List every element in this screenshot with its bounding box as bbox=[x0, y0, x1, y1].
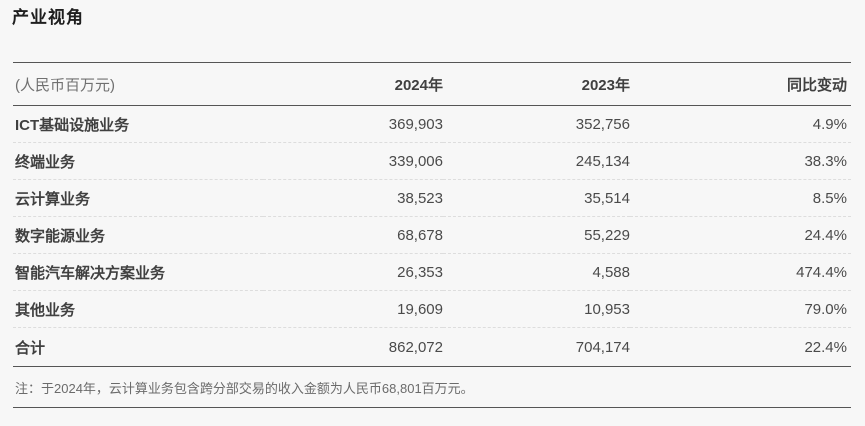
value-yoy: 79.0% bbox=[630, 290, 851, 328]
table-row-others: 其他业务 19,609 10,953 79.0% bbox=[13, 290, 851, 328]
segment-label: 云计算业务 bbox=[13, 179, 263, 217]
value-2024: 38,523 bbox=[263, 179, 443, 217]
page-title: 产业视角 bbox=[12, 8, 84, 27]
value-2023: 10,953 bbox=[443, 290, 630, 328]
table-row-total: 合计 862,072 704,174 22.4% bbox=[13, 327, 851, 367]
value-2023: 352,756 bbox=[443, 105, 630, 143]
segment-label: ICT基础设施业务 bbox=[13, 105, 263, 143]
footnote-text: 注：于2024年，云计算业务包含跨分部交易的收入金额为人民币68,801百万元。 bbox=[13, 366, 851, 408]
value-2024: 19,609 bbox=[263, 290, 443, 328]
table-row-digital-power: 数字能源业务 68,678 55,229 24.4% bbox=[13, 216, 851, 254]
segment-label: 数字能源业务 bbox=[13, 216, 263, 254]
value-yoy: 8.5% bbox=[630, 179, 851, 217]
header-row: (人民币百万元) 2024年 2023年 同比变动 bbox=[13, 62, 851, 106]
table-row-cloud: 云计算业务 38,523 35,514 8.5% bbox=[13, 179, 851, 217]
value-2024: 369,903 bbox=[263, 105, 443, 143]
table-header: (人民币百万元) 2024年 2023年 同比变动 bbox=[13, 62, 851, 106]
value-2024: 339,006 bbox=[263, 142, 443, 180]
value-2023: 55,229 bbox=[443, 216, 630, 254]
unit-label: (人民币百万元) bbox=[13, 62, 263, 106]
column-header-2023: 2023年 bbox=[443, 62, 630, 106]
column-header-yoy: 同比变动 bbox=[630, 62, 851, 106]
total-2024: 862,072 bbox=[263, 327, 443, 367]
value-2023: 4,588 bbox=[443, 253, 630, 291]
segment-label: 智能汽车解决方案业务 bbox=[13, 253, 263, 291]
value-2024: 26,353 bbox=[263, 253, 443, 291]
table-row-devices: 终端业务 339,006 245,134 38.3% bbox=[13, 142, 851, 180]
total-yoy: 22.4% bbox=[630, 327, 851, 367]
total-2023: 704,174 bbox=[443, 327, 630, 367]
value-2024: 68,678 bbox=[263, 216, 443, 254]
footnote-row: 注：于2024年，云计算业务包含跨分部交易的收入金额为人民币68,801百万元。 bbox=[13, 366, 851, 408]
value-yoy: 24.4% bbox=[630, 216, 851, 254]
value-yoy: 474.4% bbox=[630, 253, 851, 291]
table-row-ict: ICT基础设施业务 369,903 352,756 4.9% bbox=[13, 105, 851, 143]
value-yoy: 4.9% bbox=[630, 105, 851, 143]
table-body: ICT基础设施业务 369,903 352,756 4.9% 终端业务 339,… bbox=[13, 105, 851, 367]
table-row-intelligent-automotive: 智能汽车解决方案业务 26,353 4,588 474.4% bbox=[13, 253, 851, 291]
total-label: 合计 bbox=[13, 327, 263, 367]
value-yoy: 38.3% bbox=[630, 142, 851, 180]
value-2023: 35,514 bbox=[443, 179, 630, 217]
industry-segment-table: (人民币百万元) 2024年 2023年 同比变动 ICT基础设施业务 369,… bbox=[13, 62, 851, 408]
column-header-2024: 2024年 bbox=[263, 62, 443, 106]
value-2023: 245,134 bbox=[443, 142, 630, 180]
segment-label: 终端业务 bbox=[13, 142, 263, 180]
table-footer: 注：于2024年，云计算业务包含跨分部交易的收入金额为人民币68,801百万元。 bbox=[13, 366, 851, 408]
segment-label: 其他业务 bbox=[13, 290, 263, 328]
